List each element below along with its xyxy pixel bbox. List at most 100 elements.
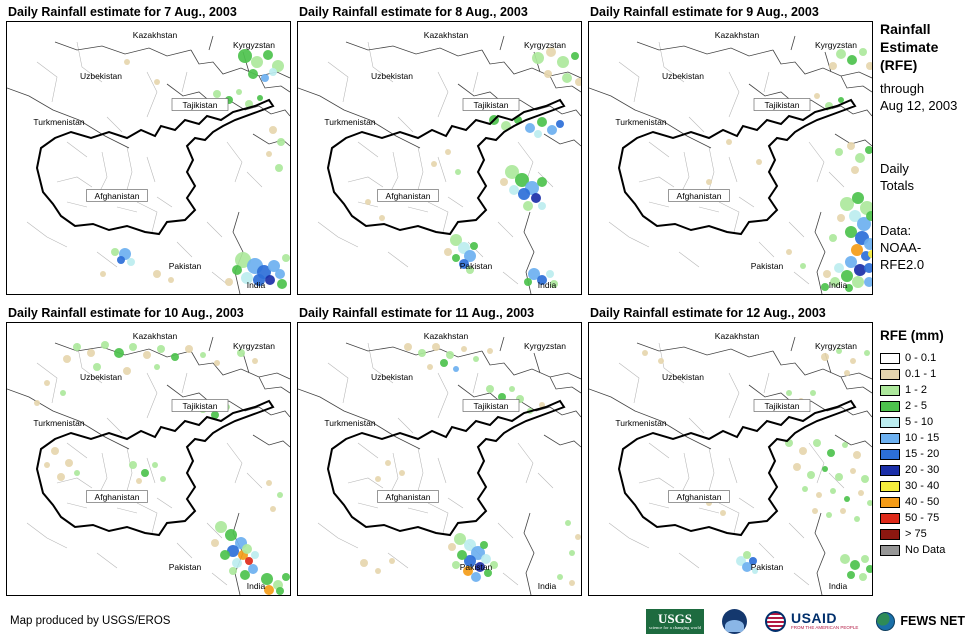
rain-cell: [829, 234, 837, 242]
rain-cell: [799, 447, 807, 455]
country-label: India: [247, 581, 266, 591]
country-label: Afghanistan: [386, 492, 431, 502]
rain-cell: [448, 543, 456, 551]
rain-cell: [129, 461, 137, 469]
rain-cell: [446, 351, 454, 359]
rain-cell: [464, 250, 476, 262]
admin-boundaries: [26, 342, 263, 586]
rain-cell: [242, 544, 252, 554]
sidebar-period-line: Aug 12, 2003: [880, 98, 958, 113]
rain-cell: [726, 139, 732, 145]
rain-cell: [534, 130, 542, 138]
rain-cell: [835, 148, 843, 156]
country-label-box: [171, 399, 229, 412]
rain-cell: [93, 363, 101, 371]
admin-boundaries: [26, 41, 263, 285]
rain-cell: [850, 468, 856, 474]
rain-cell: [459, 259, 469, 269]
rain-cell: [282, 254, 290, 262]
rain-cell: [720, 510, 726, 516]
country-label: Turkmenistan: [615, 418, 666, 428]
afghanistan-border: [326, 98, 566, 236]
rain-cell: [749, 557, 757, 565]
rain-cell: [266, 480, 272, 486]
legend-item: 5 - 10: [880, 414, 972, 430]
rain-cell: [840, 554, 850, 564]
rain-cell: [264, 585, 274, 595]
country-label: India: [829, 280, 848, 290]
rain-cell: [793, 463, 801, 471]
rain-cell: [864, 238, 872, 250]
rain-cell: [852, 192, 864, 204]
rain-cell: [852, 276, 864, 288]
rain-cell: [569, 580, 575, 586]
country-label: Kazakhstan: [715, 331, 760, 341]
country-label: Tajikistan: [474, 401, 509, 411]
fewsnet-logo-text: FEWS NET: [900, 614, 965, 628]
rain-cell: [487, 348, 493, 354]
rain-cell: [129, 343, 137, 351]
country-label: Afghanistan: [677, 492, 722, 502]
rain-cell: [470, 242, 478, 250]
country-label: Turkmenistan: [324, 117, 375, 127]
rain-cell: [213, 90, 221, 98]
rain-cell: [73, 343, 81, 351]
rain-cell: [229, 567, 237, 575]
rain-cell: [185, 345, 193, 353]
rain-cell: [866, 565, 872, 573]
rain-cell: [562, 73, 572, 83]
rain-cell: [800, 263, 806, 269]
rain-cell: [861, 555, 869, 563]
usgs-logo-tagline: science for a changing world: [648, 624, 701, 630]
rain-cell: [867, 500, 872, 506]
country-borders: [589, 35, 872, 294]
country-label: Uzbekistan: [371, 372, 413, 382]
rain-cell: [841, 270, 853, 282]
legend-swatch: [880, 448, 900, 460]
rain-cell: [565, 520, 571, 526]
sidebar-heading-line: (RFE): [880, 57, 918, 73]
rain-cell: [851, 244, 863, 256]
legend-swatch: [880, 384, 900, 396]
afghanistan-border: [35, 98, 275, 236]
rain-cell: [515, 173, 529, 187]
country-label: Uzbekistan: [371, 71, 413, 81]
legend-swatch: [880, 416, 900, 428]
country-label: Afghanistan: [386, 191, 431, 201]
rain-cell: [200, 352, 206, 358]
panel-title: Daily Rainfall estimate for 11 Aug., 200…: [299, 306, 535, 320]
rain-cell: [814, 93, 820, 99]
rain-cell: [538, 202, 546, 210]
country-label: Kyrgyzstan: [815, 341, 857, 351]
rain-cell: [864, 277, 872, 287]
rain-cell: [807, 471, 815, 479]
country-label: Afghanistan: [677, 191, 722, 201]
rain-cell: [263, 50, 273, 60]
rain-cell: [822, 466, 828, 472]
rain-cell: [742, 562, 752, 572]
rain-cell: [171, 353, 179, 361]
legend-swatch: [880, 368, 900, 380]
legend-swatch: [880, 496, 900, 508]
country-label: Uzbekistan: [662, 71, 704, 81]
rain-cell: [157, 345, 165, 353]
rain-cell: [399, 470, 405, 476]
usaid-emblem-icon: [764, 610, 786, 632]
country-label: Kazakhstan: [133, 331, 178, 341]
rain-cell: [375, 476, 381, 482]
rain-cell: [525, 123, 535, 133]
rain-cell: [859, 573, 867, 581]
usgs-logo-text: USGS: [657, 610, 692, 626]
rain-cell: [864, 350, 870, 356]
rain-cell: [245, 100, 253, 108]
rain-cell: [432, 343, 440, 351]
legend-item: 40 - 50: [880, 494, 972, 510]
rain-cell: [257, 95, 263, 101]
country-label: Tajikistan: [765, 401, 800, 411]
map-panel-12aug: Daily Rainfall estimate for 12 Aug., 200…: [588, 303, 873, 596]
country-label: Tajikistan: [183, 401, 218, 411]
rain-cell: [51, 447, 59, 455]
country-label: Kazakhstan: [424, 30, 469, 40]
rain-cell: [455, 169, 461, 175]
rain-cell: [836, 49, 846, 59]
